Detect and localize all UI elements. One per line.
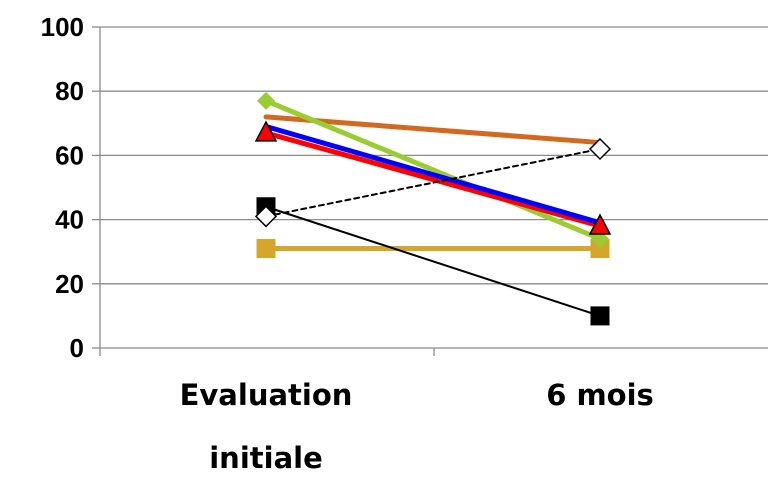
- data-point-series-7: [254, 205, 278, 228]
- y-tick-label: 40: [55, 205, 84, 235]
- data-point-series-1: [256, 238, 276, 258]
- data-point-series-4: [588, 213, 612, 235]
- series-line-3: [263, 98, 603, 242]
- data-point-series-4: [254, 120, 278, 142]
- y-tick-label: 20: [55, 269, 84, 299]
- series-line-7: [265, 147, 601, 218]
- data-point-series-3: [257, 91, 275, 110]
- y-tick-label: 80: [55, 76, 84, 106]
- x-category-label: 6 mois: [546, 378, 654, 412]
- gridlines: [100, 26, 768, 285]
- x-category-labels: Evaluation initiale 6 mois: [180, 378, 654, 475]
- x-category-label: Evaluation initiale: [180, 378, 353, 475]
- series-line-6: [265, 205, 601, 317]
- x-category-label-line: 6 mois: [546, 378, 654, 412]
- axes: [92, 26, 768, 356]
- series-line-4: [263, 130, 603, 229]
- series-line-5: [263, 124, 603, 226]
- y-tick-label: 100: [41, 12, 84, 42]
- series-markers: [254, 91, 612, 326]
- series-lines: [263, 98, 603, 317]
- x-category-label-line: initiale: [209, 441, 323, 475]
- y-tick-labels: 0 20 40 60 80 100: [41, 12, 84, 363]
- data-point-series-6: [590, 306, 610, 326]
- y-tick-label: 0: [70, 333, 84, 363]
- y-tick-label: 60: [55, 140, 84, 170]
- data-point-series-7: [588, 137, 612, 161]
- x-category-label-line: Evaluation: [180, 378, 353, 412]
